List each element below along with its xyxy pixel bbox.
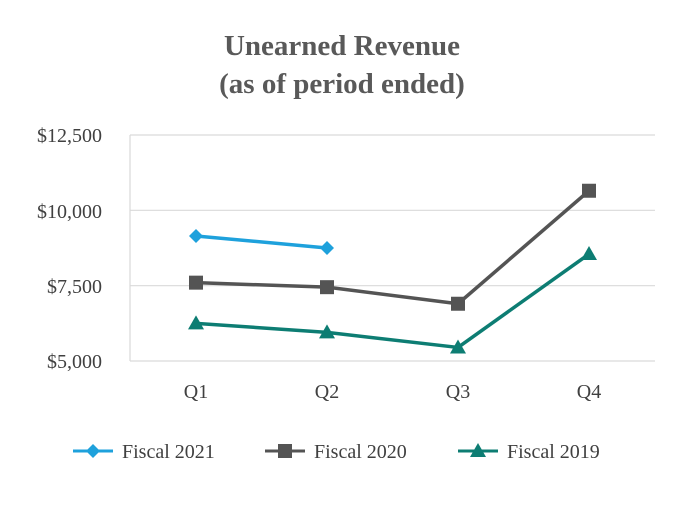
legend-item-fiscal-2019: Fiscal 2019 xyxy=(458,441,600,463)
data-point xyxy=(451,296,465,311)
diamond-icon xyxy=(86,444,100,458)
x-tick-label: Q3 xyxy=(446,381,470,403)
x-tick-label: Q1 xyxy=(184,381,208,403)
x-tick-label: Q4 xyxy=(577,381,601,403)
legend-item-fiscal-2021: Fiscal 2021 xyxy=(73,441,215,463)
series-line xyxy=(195,234,328,250)
series-line xyxy=(195,189,591,306)
data-point xyxy=(450,339,466,354)
y-tick-labels: $12,500 $10,000 $7,500 $5,000 xyxy=(37,125,102,373)
triangle-icon xyxy=(470,443,486,457)
series-lines xyxy=(188,183,597,354)
data-point xyxy=(581,246,597,261)
data-point xyxy=(319,324,335,339)
y-tick-label: $7,500 xyxy=(47,276,102,298)
y-tick-label: $5,000 xyxy=(47,351,102,373)
data-point xyxy=(582,183,596,198)
data-point xyxy=(189,228,203,243)
data-point xyxy=(320,241,334,255)
data-point xyxy=(188,315,204,330)
chart-title-line2: (as of period ended) xyxy=(219,68,465,100)
chart-title-line1: Unearned Revenue xyxy=(224,30,460,62)
x-tick-label: Q2 xyxy=(315,381,339,403)
square-icon xyxy=(278,444,292,458)
legend-label: Fiscal 2020 xyxy=(314,441,407,463)
y-tick-label: $12,500 xyxy=(37,125,102,147)
legend-label: Fiscal 2019 xyxy=(507,441,600,463)
legend-item-fiscal-2020: Fiscal 2020 xyxy=(265,441,407,463)
legend-label: Fiscal 2021 xyxy=(122,441,215,463)
x-tick-labels: Q1 Q2 Q3 Q4 xyxy=(184,381,601,403)
y-tick-label: $10,000 xyxy=(37,201,102,223)
legend: Fiscal 2021 Fiscal 2020 Fiscal 2019 xyxy=(73,441,600,463)
series-line xyxy=(195,252,591,350)
data-point xyxy=(189,275,203,290)
data-point xyxy=(320,280,334,295)
